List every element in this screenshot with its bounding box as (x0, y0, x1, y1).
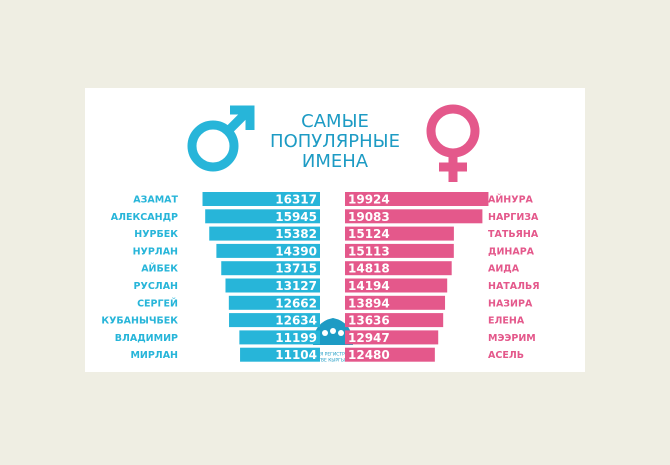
bar (345, 313, 444, 328)
category-label: МЭЭРИМ (488, 333, 536, 344)
value-label: 13715 (275, 262, 317, 276)
value-label: 15124 (348, 227, 390, 241)
bar (216, 243, 320, 258)
value-label: 12947 (348, 331, 390, 345)
value-label: 11199 (275, 331, 317, 345)
category-label: ЕЛЕНА (488, 316, 525, 327)
value-label: 12480 (348, 348, 390, 362)
category-label: МИРЛАН (130, 350, 178, 361)
bar (240, 347, 320, 362)
value-label: 15382 (275, 227, 317, 241)
category-label: НАЗИРА (488, 298, 533, 309)
bar (345, 209, 483, 224)
value-label: 12662 (275, 296, 317, 310)
value-label: 11104 (275, 348, 317, 362)
bar (345, 278, 448, 293)
bar (209, 226, 320, 241)
male-symbol (187, 105, 255, 172)
category-label: ДИНАРА (488, 246, 535, 257)
bar (345, 295, 446, 310)
category-label: АСЕЛЬ (488, 350, 524, 361)
value-label: 14390 (275, 244, 317, 258)
value-label: 13894 (348, 296, 390, 310)
bar (345, 226, 454, 241)
bar (229, 313, 320, 328)
bar (205, 209, 320, 224)
source-line: ПРИ ПРАВИТЕЛЬСТВЕ КЫРГЫЗСКОЙ РЕСПУБЛИКИ (276, 357, 393, 364)
bar (228, 295, 320, 310)
title-line: САМЫЕ (301, 111, 369, 132)
category-label: СЕРГЕЙ (137, 297, 178, 309)
category-label: РУСЛАН (134, 281, 179, 292)
bar (202, 192, 320, 206)
value-label: 15113 (348, 244, 390, 258)
logo (313, 318, 353, 345)
category-label: НАРГИЗА (488, 212, 539, 223)
value-label: 15945 (275, 210, 317, 224)
category-label: КУБАНЫЧБЕК (101, 316, 178, 327)
category-label: АЛЕКСАНДР (111, 212, 178, 223)
category-label: НАТАЛЬЯ (488, 281, 540, 292)
female-symbol (426, 104, 480, 182)
title-line: ИМЕНА (302, 151, 369, 172)
bar (345, 243, 454, 258)
title-line: ПОПУЛЯРНЫЕ (270, 131, 400, 152)
bar (239, 330, 320, 345)
source-line: ГОСУДАРСТВЕННАЯ РЕГИСТРАЦИОННАЯ СЛУЖБА (277, 352, 394, 358)
value-label: 14818 (348, 262, 390, 276)
category-label: ТАТЬЯНА (488, 229, 539, 240)
value-label: 13127 (275, 279, 317, 293)
category-label: НУРБЕК (134, 229, 178, 240)
value-label: 19083 (348, 210, 390, 224)
bar (221, 261, 320, 276)
category-label: АЗАМАТ (133, 195, 178, 206)
category-label: АЙНУРА (488, 194, 534, 206)
value-label: 13636 (348, 314, 390, 328)
value-label: 14194 (348, 279, 390, 293)
bar (345, 192, 489, 206)
bar (345, 330, 439, 345)
bar (345, 347, 435, 362)
bar (225, 278, 320, 293)
category-label: АЙБЕК (141, 263, 178, 275)
category-label: НУРЛАН (133, 246, 178, 257)
value-label: 19924 (348, 193, 390, 207)
bar (345, 261, 452, 276)
value-label: 16317 (275, 193, 317, 207)
category-label: ВЛАДИМИР (115, 333, 178, 344)
value-label: 12634 (275, 314, 317, 328)
category-label: АИДА (488, 264, 520, 275)
